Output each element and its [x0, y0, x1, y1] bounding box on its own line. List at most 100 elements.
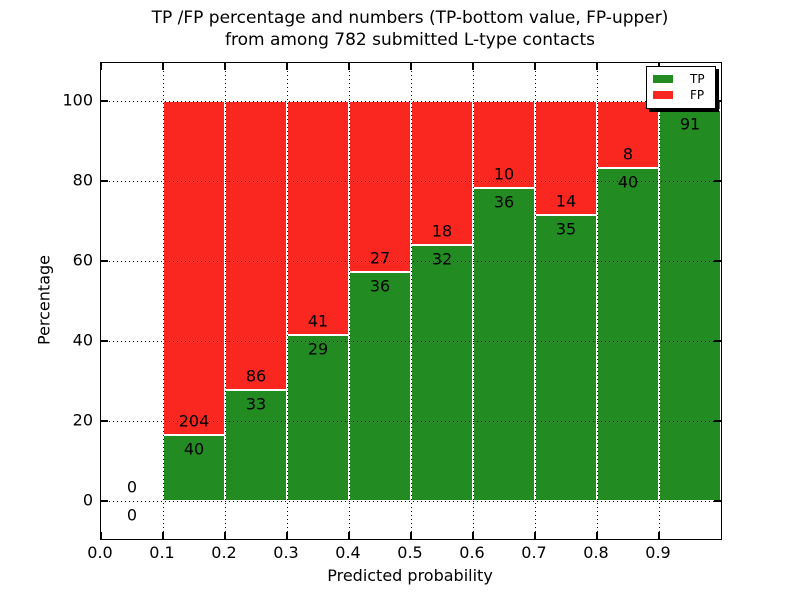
x-tick-mark-bottom — [100, 532, 102, 539]
gridline-vertical — [472, 63, 474, 539]
fp-count-label: 86 — [245, 366, 267, 386]
x-tick-label: 0.3 — [273, 543, 299, 562]
chart-title-line1: TP /FP percentage and numbers (TP-bottom… — [151, 8, 669, 28]
y-tick-mark-right — [714, 420, 721, 422]
gridline-horizontal — [101, 500, 721, 502]
x-tick-mark-top — [224, 63, 226, 70]
fp-count-label: 27 — [369, 248, 391, 268]
fp-count-label: 10 — [493, 164, 515, 184]
bars-layer — [101, 63, 721, 539]
x-tick-label: 0.4 — [335, 543, 361, 562]
y-tick-mark-left — [101, 100, 108, 102]
fp-bar — [163, 101, 225, 436]
tp-count-label: 29 — [307, 339, 329, 359]
tp-count-label: 40 — [183, 439, 205, 459]
fp-count-label: 204 — [178, 411, 210, 431]
y-tick-mark-left — [101, 260, 108, 262]
tp-bar — [163, 435, 225, 501]
x-tick-mark-bottom — [410, 532, 412, 539]
chart-title: TP /FP percentage and numbers (TP-bottom… — [100, 7, 720, 51]
gridline-vertical — [658, 63, 660, 539]
y-tick-mark-right — [714, 340, 721, 342]
fp-color-swatch — [653, 91, 673, 99]
tp-count-label: 33 — [245, 394, 267, 414]
gridline-horizontal — [101, 180, 721, 182]
tp-count-label: 91 — [679, 114, 701, 134]
fp-bar — [535, 101, 597, 216]
x-tick-label: 0.5 — [397, 543, 423, 562]
y-tick-mark-left — [101, 420, 108, 422]
gridline-vertical — [596, 63, 598, 539]
x-tick-mark-bottom — [286, 532, 288, 539]
legend-entry-fp: FP — [653, 89, 715, 101]
y-tick-mark-left — [101, 500, 108, 502]
tp-count-label: 32 — [431, 249, 453, 269]
y-tick-label: 80 — [72, 170, 93, 190]
x-tick-mark-top — [410, 63, 412, 70]
x-tick-mark-top — [162, 63, 164, 70]
y-tick-mark-right — [714, 180, 721, 182]
y-tick-mark-right — [714, 100, 721, 102]
gridline-vertical — [348, 63, 350, 539]
x-tick-label: 0.9 — [645, 543, 671, 562]
chart-title-line2: from among 782 submitted L-type contacts — [224, 30, 595, 50]
x-tick-mark-bottom — [348, 532, 350, 539]
x-tick-label: 0.7 — [521, 543, 547, 562]
x-tick-mark-top — [534, 63, 536, 70]
y-tick-mark-left — [101, 340, 108, 342]
tp-count-label: 40 — [617, 172, 639, 192]
y-tick-label: 60 — [72, 250, 93, 270]
x-tick-mark-bottom — [224, 532, 226, 539]
gridline-horizontal — [101, 100, 721, 102]
gridline-horizontal — [101, 340, 721, 342]
tp-bar — [411, 245, 473, 501]
tp-count-label: 0 — [126, 505, 138, 525]
x-tick-mark-top — [286, 63, 288, 70]
gridline-vertical — [534, 63, 536, 539]
tp-bar — [535, 215, 597, 501]
x-tick-mark-top — [100, 63, 102, 70]
tp-color-swatch — [653, 75, 673, 83]
tp-count-label: 36 — [369, 276, 391, 296]
y-tick-label: 40 — [72, 330, 93, 350]
fp-bar — [411, 101, 473, 245]
gridline-vertical — [224, 63, 226, 539]
tp-count-label: 35 — [555, 219, 577, 239]
fp-count-label: 8 — [622, 144, 634, 164]
fp-bar — [287, 101, 349, 336]
gridlines-layer — [101, 63, 721, 539]
legend-entry-tp: TP — [653, 72, 715, 86]
fp-count-label: 18 — [431, 221, 453, 241]
ticks-layer — [100, 63, 721, 539]
x-axis-label: Predicted probability — [327, 566, 493, 585]
x-tick-mark-bottom — [596, 532, 598, 539]
y-axis-label: Percentage — [34, 254, 54, 346]
plot-area: 0020440863341292736183210361435840291 — [100, 62, 722, 540]
x-tick-mark-top — [596, 63, 598, 70]
gridline-vertical — [410, 63, 412, 539]
x-tick-label: 0.1 — [149, 543, 175, 562]
y-tick-mark-right — [714, 260, 721, 262]
tp-bar — [225, 390, 287, 501]
x-tick-mark-bottom — [162, 532, 164, 539]
x-tick-mark-bottom — [658, 532, 660, 539]
gridline-horizontal — [101, 420, 721, 422]
legend-label-tp: TP — [690, 72, 705, 86]
y-tick-label: 100 — [62, 90, 93, 110]
fp-bar — [473, 101, 535, 188]
y-tick-mark-right — [714, 500, 721, 502]
tp-bar — [659, 109, 721, 501]
gridline-vertical — [162, 63, 164, 539]
fp-count-label: 41 — [307, 311, 329, 331]
x-tick-label: 0.2 — [211, 543, 237, 562]
gridline-horizontal — [101, 260, 721, 262]
annotations-layer: 0020440863341292736183210361435840291 — [101, 63, 721, 539]
tp-count-label: 36 — [493, 192, 515, 212]
fp-count-label: 0 — [126, 477, 138, 497]
x-tick-label: 0.6 — [459, 543, 485, 562]
y-tick-label: 20 — [72, 410, 93, 430]
y-tick-mark-left — [101, 180, 108, 182]
fp-count-label: 14 — [555, 191, 577, 211]
legend: TP FP — [646, 66, 716, 109]
